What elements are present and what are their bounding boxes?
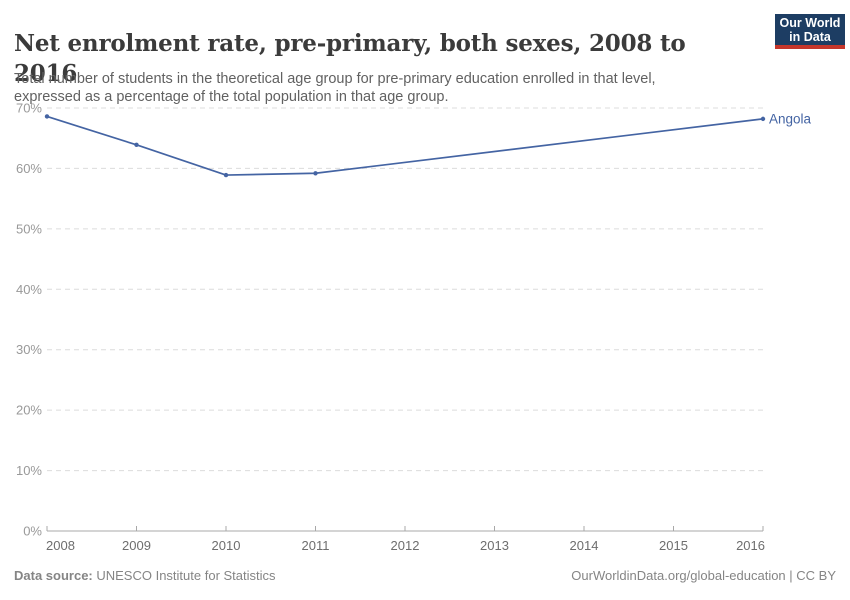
chart-footer: Data source: UNESCO Institute for Statis… — [14, 568, 836, 583]
data-point-marker[interactable] — [223, 172, 229, 178]
data-source-value: UNESCO Institute for Statistics — [92, 568, 276, 583]
chart-subtitle: Total number of students in the theoreti… — [14, 70, 656, 106]
y-axis-tick-label: 0% — [23, 524, 42, 539]
y-axis-tick-label: 10% — [16, 463, 42, 478]
x-axis-tick-label: 2010 — [212, 538, 241, 553]
owid-link-license[interactable]: OurWorldinData.org/global-education | CC… — [571, 568, 836, 583]
x-axis-tick-label: 2008 — [46, 538, 75, 553]
x-axis-tick-label: 2011 — [302, 538, 330, 553]
data-series-line[interactable] — [46, 115, 764, 176]
data-point-marker[interactable] — [134, 142, 139, 148]
y-axis-tick-label: 40% — [16, 282, 42, 297]
owid-logo-line1: Our World — [779, 15, 841, 30]
x-axis-tick-label: 2013 — [480, 538, 509, 553]
x-axis-tick-label: 2012 — [391, 538, 420, 553]
data-point-marker[interactable] — [760, 116, 766, 122]
data-source-note: Data source: UNESCO Institute for Statis… — [14, 568, 276, 583]
data-point-marker[interactable] — [313, 171, 318, 176]
y-axis-tick-label: 70% — [16, 101, 42, 116]
y-axis-tick-label: 20% — [16, 403, 42, 418]
owid-logo[interactable]: Our World in Data — [775, 14, 845, 49]
x-axis-tick-label: 2015 — [659, 538, 688, 553]
x-axis-tick-label: 2016 — [736, 538, 765, 553]
x-axis-tick-label: 2014 — [570, 538, 599, 553]
y-axis-tick-label: 30% — [16, 342, 42, 357]
chart-title: Net enrolment rate, pre-primary, both se… — [14, 30, 686, 88]
entity-label[interactable]: Angola — [769, 111, 812, 126]
owid-logo-line2: in Data — [789, 29, 831, 44]
data-point-marker[interactable] — [44, 114, 50, 119]
x-axis-tick-label: 2009 — [122, 538, 151, 553]
y-axis-tick-label: 60% — [16, 161, 42, 176]
y-axis-tick-label: 50% — [16, 221, 42, 236]
data-source-label: Data source: — [14, 568, 93, 583]
